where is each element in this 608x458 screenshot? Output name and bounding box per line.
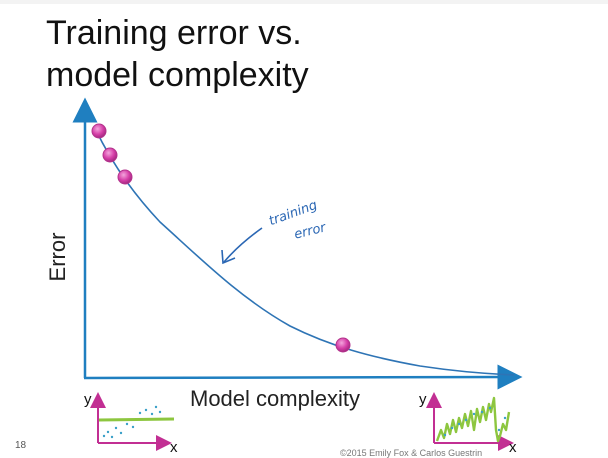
complex-fit-curve [435, 396, 511, 443]
y-axis-label: Error [45, 232, 70, 282]
complex-inset-data [443, 406, 507, 437]
simple-inset-y-label: y [84, 391, 92, 408]
top-bar [0, 0, 608, 4]
annotation-arrow [223, 227, 263, 263]
complex-inset-x-label: x [509, 439, 517, 456]
data-point-4 [335, 337, 351, 353]
slide-title-line-2: model complexity [46, 56, 309, 94]
copyright-notice: ©2015 Emily Fox & Carlos Guestrin [340, 448, 483, 458]
data-point-2 [102, 147, 118, 163]
annotation-arrowhead [221, 249, 236, 265]
x-axis-label: Model complexity [190, 386, 360, 411]
simple-model-inset: y x [84, 391, 178, 456]
complex-model-inset: y x [419, 391, 517, 456]
data-point-1 [91, 123, 107, 139]
data-point-3 [117, 169, 133, 185]
simple-inset-x-label: x [170, 439, 178, 456]
simple-fit-line [98, 417, 175, 422]
x-axis-line [83, 364, 523, 390]
training-error-curve [94, 127, 515, 376]
simple-inset-data [102, 405, 162, 439]
complex-inset-y-label: y [419, 391, 427, 408]
page-number: 18 [15, 440, 27, 451]
slide-title-line-1: Training error vs. [46, 14, 302, 52]
